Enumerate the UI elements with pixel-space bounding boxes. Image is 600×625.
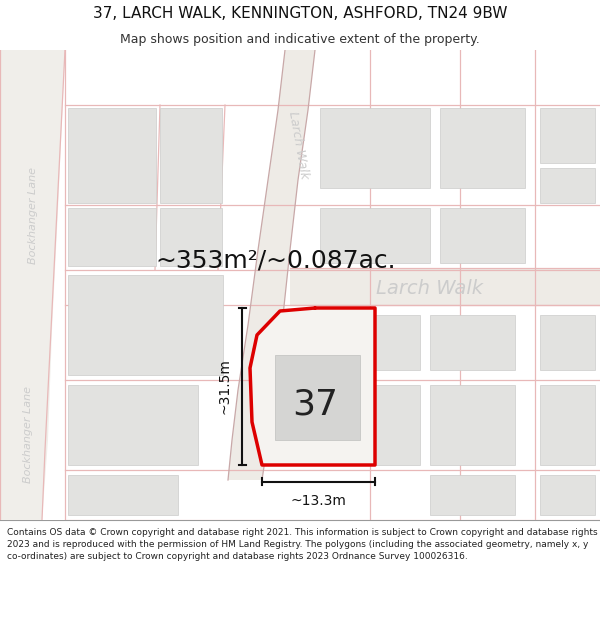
Bar — [430, 315, 515, 370]
Bar — [160, 108, 222, 203]
Bar — [540, 385, 595, 465]
Bar — [320, 208, 430, 263]
Text: Map shows position and indicative extent of the property.: Map shows position and indicative extent… — [120, 32, 480, 46]
Bar — [68, 108, 156, 203]
Bar — [540, 168, 595, 203]
Bar — [440, 108, 525, 188]
Bar — [540, 108, 595, 163]
Bar — [68, 208, 156, 266]
Text: Bockhanger Lane: Bockhanger Lane — [28, 166, 38, 264]
Text: ~31.5m: ~31.5m — [218, 359, 232, 414]
Bar — [68, 275, 223, 375]
Bar — [540, 475, 595, 515]
Bar — [68, 385, 198, 465]
Bar — [320, 315, 420, 370]
Polygon shape — [252, 308, 375, 465]
Polygon shape — [290, 268, 600, 305]
Text: Bockhanger Lane: Bockhanger Lane — [23, 386, 33, 484]
Bar — [440, 208, 525, 263]
Text: 37: 37 — [292, 388, 338, 422]
Polygon shape — [228, 50, 315, 480]
Bar — [320, 385, 420, 465]
Text: Larch Walk: Larch Walk — [248, 345, 272, 415]
Polygon shape — [0, 50, 65, 520]
Text: ~13.3m: ~13.3m — [290, 494, 346, 508]
Text: Larch Walk: Larch Walk — [377, 279, 484, 298]
Bar — [540, 315, 595, 370]
Text: Larch Walk: Larch Walk — [286, 110, 310, 180]
Bar — [275, 355, 360, 440]
Text: ~353m²/~0.087ac.: ~353m²/~0.087ac. — [155, 248, 395, 272]
Bar — [430, 385, 515, 465]
Bar — [68, 475, 178, 515]
Bar — [160, 208, 222, 266]
Bar — [430, 475, 515, 515]
Polygon shape — [250, 308, 375, 465]
Bar — [320, 108, 430, 188]
Text: 37, LARCH WALK, KENNINGTON, ASHFORD, TN24 9BW: 37, LARCH WALK, KENNINGTON, ASHFORD, TN2… — [93, 6, 507, 21]
Text: Contains OS data © Crown copyright and database right 2021. This information is : Contains OS data © Crown copyright and d… — [7, 528, 598, 561]
